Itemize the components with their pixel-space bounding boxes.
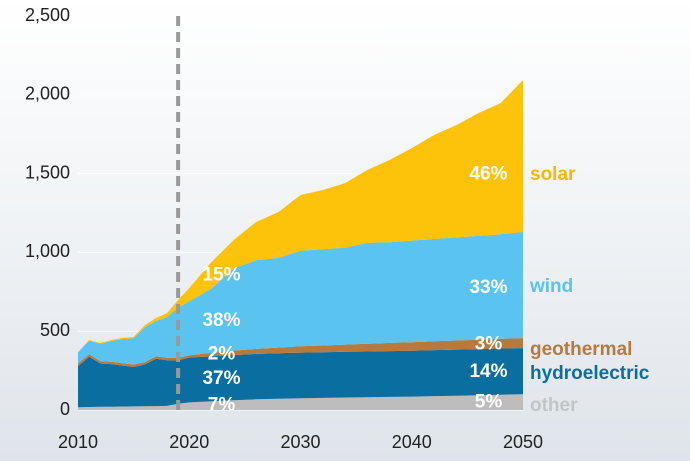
chart: 0 500 1,000 1,500 2,000 2,500 7% 5% 37% 14% 2% 3% 38… <box>0 0 690 461</box>
share-label: 33% <box>469 277 507 298</box>
x-tick-label: 2050 <box>503 432 543 452</box>
series-label: other <box>530 395 578 416</box>
x-tick-label: 2040 <box>392 432 432 452</box>
share-label: 2% <box>208 344 236 365</box>
share-label: 46% <box>469 163 507 184</box>
share-label: 14% <box>469 361 507 382</box>
series-label: wind <box>529 276 573 297</box>
series-label: hydroelectric <box>530 363 650 384</box>
y-tick-label: 2,500 <box>25 5 70 25</box>
series-label: solar <box>530 164 576 185</box>
y-tick-label: 2,000 <box>25 84 70 104</box>
y-tick-label: 500 <box>40 320 70 340</box>
share-label: 15% <box>202 264 240 285</box>
x-tick-label: 2020 <box>169 432 209 452</box>
share-label: 38% <box>202 310 240 331</box>
y-tick-label: 1,500 <box>25 162 70 182</box>
y-tick-label: 0 <box>60 399 70 419</box>
series-label: geothermal <box>530 339 632 360</box>
share-label: 7% <box>208 395 236 416</box>
x-tick-label: 2010 <box>58 432 98 452</box>
share-label: 5% <box>475 392 503 413</box>
share-label: 37% <box>202 368 240 389</box>
y-tick-label: 1,000 <box>25 241 70 261</box>
share-label: 3% <box>475 333 503 354</box>
x-tick-label: 2030 <box>280 432 320 452</box>
